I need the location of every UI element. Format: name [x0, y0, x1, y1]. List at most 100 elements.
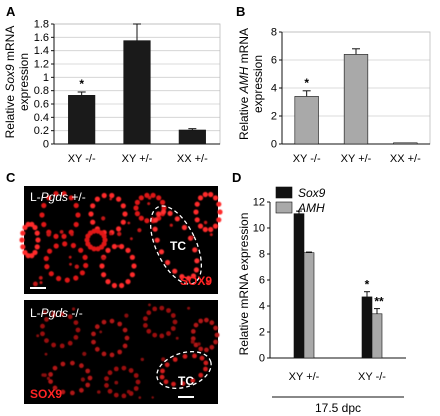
sox9-nucleus [73, 202, 79, 209]
sox9-nucleus [208, 226, 214, 233]
sox9-nucleus [60, 389, 66, 395]
sox9-nuclei-top [19, 191, 223, 289]
sox9-nucleus [192, 353, 197, 359]
sox9-nucleus [143, 316, 148, 321]
sox9-nucleus [114, 380, 119, 385]
sox9-nucleus [159, 305, 165, 311]
sox9-nucleus [94, 196, 100, 202]
sox9-nucleus [40, 331, 45, 337]
sox9-nucleus [109, 352, 115, 358]
bar [123, 40, 151, 145]
sox9-nucleus [33, 281, 38, 287]
genotype-label-top: L-Pgds +/- [30, 190, 86, 204]
sox9-nucleus [116, 226, 122, 232]
sox9-nucleus [122, 327, 128, 333]
sox9-nucleus [130, 237, 133, 241]
sox9-nucleus [138, 396, 142, 399]
sox9-nucleus [43, 255, 49, 262]
sox9-nucleus [181, 224, 187, 231]
sox9-nucleus [212, 223, 219, 229]
sox9-nucleus [111, 243, 117, 250]
sox9-nucleus [192, 247, 198, 253]
sox9-nucleus [126, 389, 131, 394]
sox9-nucleus [190, 273, 197, 279]
chart-d: Relative mRNA expression 17.5 dpc 0 2 4 6 8 1… [237, 186, 406, 415]
sox9-nucleus [53, 243, 59, 249]
sox9-nucleus [41, 373, 45, 377]
sox9-nucleus [39, 281, 43, 285]
sox9-nucleus [48, 372, 53, 377]
sox9-nucleus [53, 233, 59, 239]
sox9-nucleus [88, 211, 94, 217]
micrograph-top-background [24, 186, 218, 294]
sox9-nucleus [152, 306, 158, 312]
y-tick-label: 2 [259, 327, 265, 339]
sox9-nucleus [109, 197, 112, 201]
y-tick-label: 0 [43, 139, 49, 151]
sox9-nucleus [193, 267, 199, 273]
sox9-nucleus [34, 230, 40, 236]
sox9-nucleus [67, 314, 73, 320]
sox9-nucleus [166, 308, 171, 313]
sox9-nucleus [144, 218, 150, 224]
tc-label-top: TC [170, 239, 186, 253]
sox9-nucleus [204, 347, 209, 353]
sox9-nucleus [48, 379, 53, 384]
sox9-nucleus [102, 237, 108, 243]
sox9-nucleus [146, 328, 152, 334]
sox9-nucleus [179, 274, 185, 280]
bar-sox9 [361, 296, 373, 359]
significance-marker: * [304, 76, 309, 90]
sox9-nucleus [170, 326, 176, 331]
sox9-nucleus [101, 272, 107, 278]
sox9-nucleus [113, 366, 119, 372]
x-category-label: XX +/- [177, 153, 208, 165]
sox9-nucleus [124, 313, 129, 318]
sox9-nucleus [48, 271, 54, 277]
sox9-nucleus [101, 233, 107, 239]
sox9-nucleus [190, 378, 196, 383]
significance-marker: * [365, 278, 370, 292]
sox9-nucleus [156, 195, 162, 201]
sox9-nucleus [101, 192, 107, 199]
sox9-nucleus [158, 249, 165, 255]
sox9-nucleus [75, 212, 81, 218]
sox9-nucleus [104, 376, 109, 381]
sox9-nucleus [61, 233, 67, 239]
sox9-nucleus [82, 254, 88, 260]
sox9-nucleus [129, 254, 135, 260]
sox9-nucleus [203, 366, 208, 372]
sox9-nucleus [152, 226, 158, 232]
sox9-nucleus [171, 381, 176, 387]
sox9-nucleus [19, 237, 25, 243]
sox9-nucleus [160, 199, 166, 205]
sox9-nucleus [190, 235, 194, 239]
x-category-label: XY -/- [293, 153, 321, 165]
y-tick-label: 10 [253, 223, 265, 235]
sox9-nucleus [20, 230, 26, 236]
sox9-nucleus [107, 388, 113, 394]
sox9-nucleus [209, 344, 215, 350]
sox9-nucleus [73, 320, 79, 325]
sox9-nucleus [147, 202, 151, 206]
micrograph-bottom: L-Pgds -/- TC SOX9 [24, 300, 220, 404]
sox9-nucleus [73, 221, 79, 228]
bar-amh [303, 252, 315, 359]
sox9-nucleus [127, 221, 131, 225]
sox9-nucleus [193, 322, 199, 328]
sox9-nucleus [193, 209, 199, 215]
sox9-nucleus [90, 219, 96, 225]
sox9-nucleus [44, 317, 49, 322]
sox9-nucleus [167, 210, 173, 216]
legend-label-amh: AMH [297, 201, 325, 215]
ylabel-b: Relative AMH mRNA [237, 28, 251, 140]
x-category-label: XY -/- [358, 371, 386, 383]
sox9-nucleus [174, 216, 180, 222]
panel-letter-c: C [6, 170, 16, 185]
sox9-nucleus [128, 368, 134, 373]
sox9-nucleus [59, 311, 65, 317]
sox9-nucleus [40, 323, 45, 329]
sox9-nucleus [152, 332, 158, 338]
sox9-nucleus [203, 360, 209, 366]
